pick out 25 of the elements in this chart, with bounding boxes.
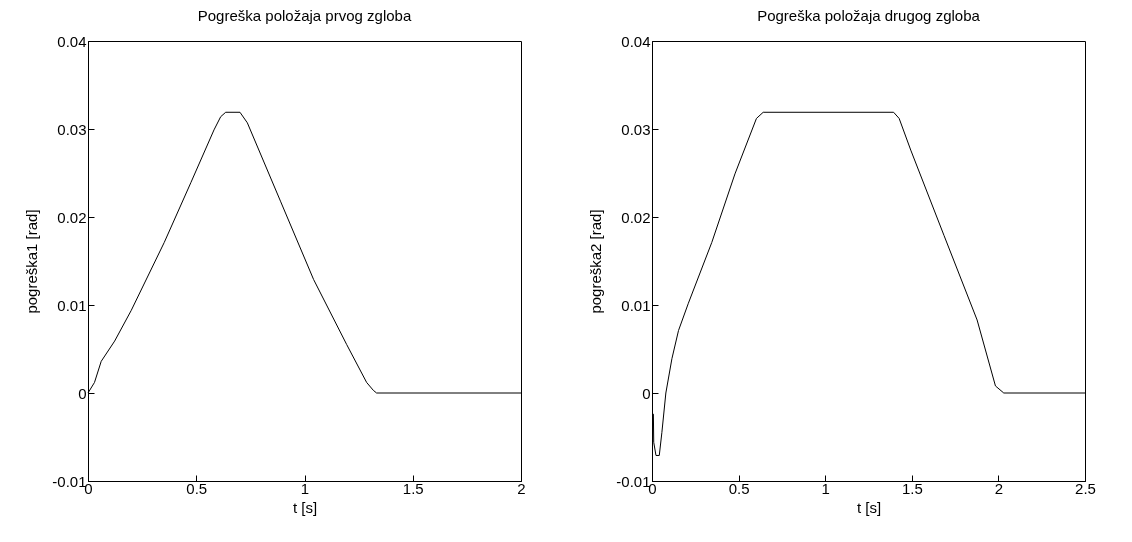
y-tick-label: 0.01 (621, 296, 651, 314)
x-tick-label: 2 (994, 479, 1004, 497)
chart-title: Pogreška položaja prvog zgloba (197, 7, 412, 24)
y-tick-label: 0.01 (57, 296, 87, 314)
y-tick-label: 0.03 (621, 120, 651, 138)
x-tick-label: 1 (300, 479, 310, 497)
x-tick-label: 1 (821, 479, 830, 497)
x-tick-label: 2 (517, 479, 526, 497)
y-axis-title: pogreška2 [rad] (587, 209, 605, 314)
y-tick-label: 0.02 (621, 208, 651, 226)
x-tick-label: 1.5 (901, 479, 923, 497)
y-tick-label: 0 (642, 384, 651, 402)
y-tick-label: 0 (78, 384, 87, 402)
y-tick-label: 0.02 (57, 208, 87, 226)
x-axis-title: t [s] (292, 498, 318, 516)
x-tick-label: 0.5 (186, 479, 208, 497)
x-tick-label: 0.5 (728, 479, 750, 497)
y-tick-label: 0.04 (621, 32, 651, 50)
x-tick-label: 2.5 (1075, 479, 1096, 497)
y-axis-title: pogreška1 [rad] (23, 209, 41, 314)
chart-title: Pogreška položaja drugog zgloba (757, 7, 981, 24)
x-axis-title: t [s] (856, 498, 882, 516)
x-tick-label: 1.5 (402, 479, 424, 497)
y-tick-label: 0.04 (57, 32, 87, 50)
y-tick-label: 0.03 (57, 120, 87, 138)
